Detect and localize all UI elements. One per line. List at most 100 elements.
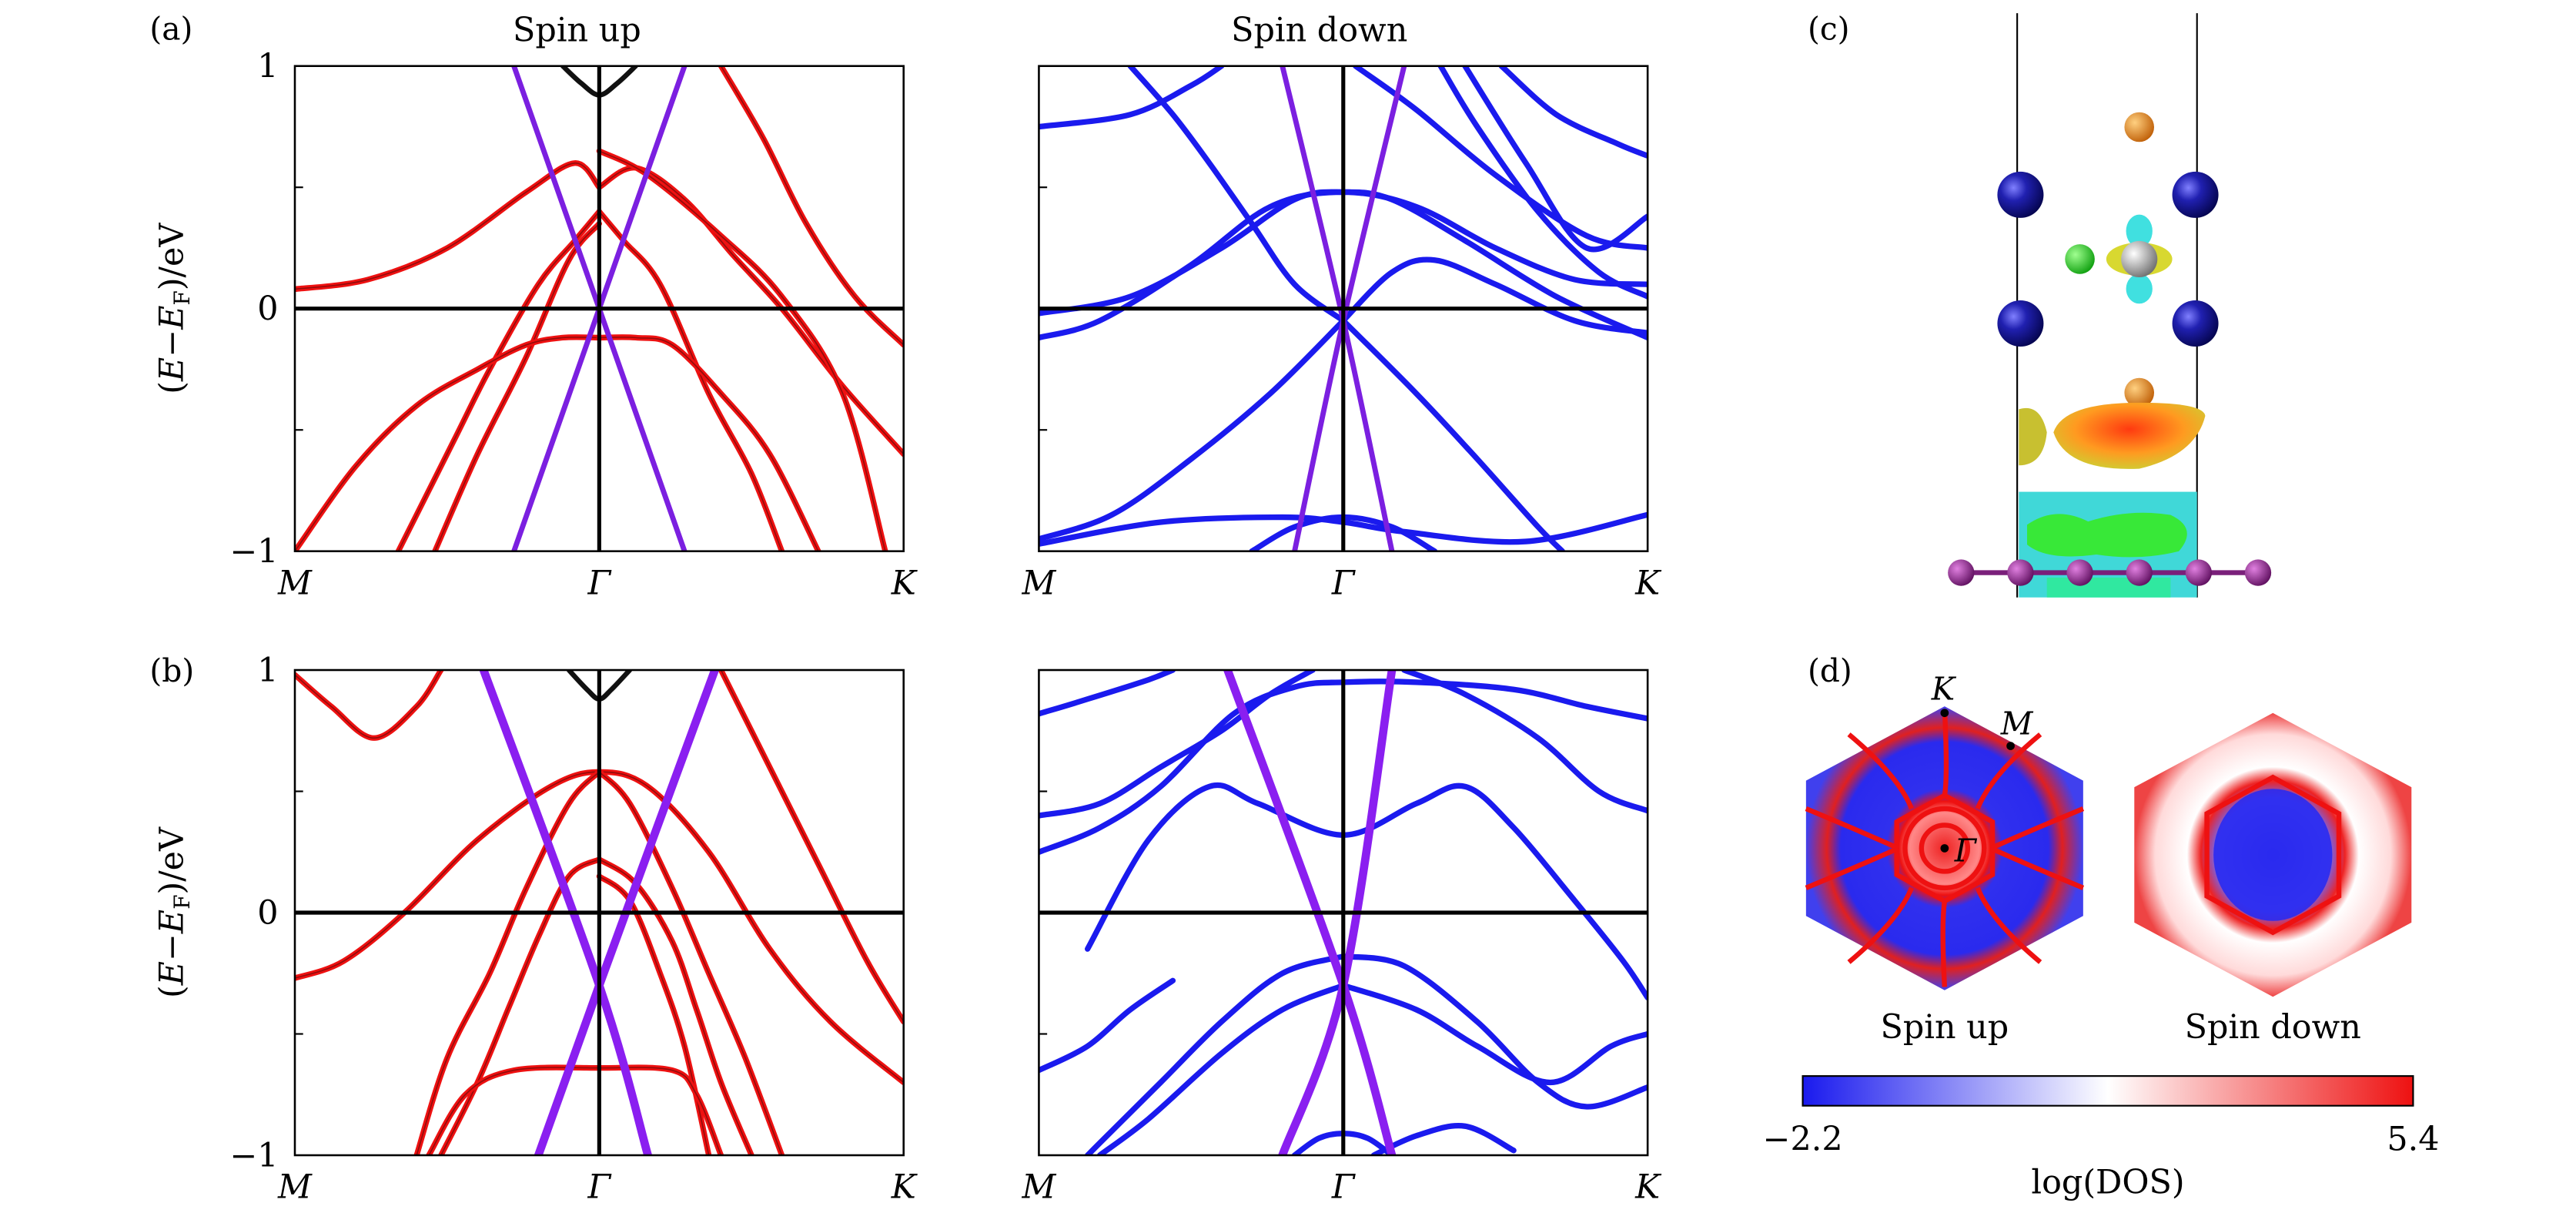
atom-purple-1 xyxy=(1948,559,1975,586)
x-tick-label: M xyxy=(1021,564,1056,602)
y-tick-label: −1 xyxy=(229,1137,278,1175)
dos-down-core xyxy=(2213,789,2333,921)
atom-orange-top xyxy=(2124,112,2154,142)
x-tick-label: M xyxy=(1021,1168,1056,1207)
x-tick-label: K xyxy=(891,1168,918,1207)
band-line-3 xyxy=(1127,65,1347,323)
band-line-8 xyxy=(1340,982,1648,1086)
atom-purple-4 xyxy=(2126,559,2153,586)
band-line-5 xyxy=(432,220,602,551)
band-core-2 xyxy=(416,771,600,1155)
band-line-7 xyxy=(1437,65,1648,300)
colorbar xyxy=(1802,1075,2414,1107)
band-line-7 xyxy=(596,334,821,551)
ylabel-row-a: (E−EF)/eV xyxy=(152,223,195,394)
band-line-4 xyxy=(1340,256,1648,336)
point-K-label: K xyxy=(1931,671,1957,708)
y-tick-label: 1 xyxy=(257,652,278,690)
atom-blue-3 xyxy=(1997,300,2044,347)
band-line-10 xyxy=(1498,65,1648,159)
x-tick-label: Γ xyxy=(587,1168,611,1207)
band-line-6 xyxy=(1340,953,1648,1110)
band-line-2 xyxy=(1039,670,1316,819)
point-Gamma-dot xyxy=(1940,844,1949,853)
band-line-4 xyxy=(1085,782,1648,1000)
band-core-7 xyxy=(599,336,819,551)
y-tick-label: 0 xyxy=(257,290,278,329)
band-line-8 xyxy=(1462,65,1648,253)
band-lines xyxy=(295,65,904,551)
density-cyan-bottom xyxy=(2126,273,2153,304)
x-tick-label: Γ xyxy=(587,564,611,602)
band-line-5 xyxy=(1039,317,1347,542)
plot-b-spin-up: 1 0 −1M Γ K xyxy=(229,652,918,1207)
x-tick-label: M xyxy=(277,1168,313,1207)
band-line-2 xyxy=(413,769,602,1155)
band-line-11 xyxy=(1370,1123,1517,1155)
plot-frame xyxy=(293,668,905,1157)
colorbar-label: log(DOS) xyxy=(2031,1163,2184,1201)
band-core-1 xyxy=(295,771,904,1084)
density-bottom xyxy=(2046,578,2171,598)
density-blob-left xyxy=(2019,407,2047,466)
band-line-6 xyxy=(1340,317,1565,551)
density-blob-orange xyxy=(2053,402,2206,469)
atom-purple-5 xyxy=(2185,559,2212,586)
atom-purple-3 xyxy=(2066,559,2093,586)
band-core-5 xyxy=(434,223,601,551)
band-line-2 xyxy=(596,148,888,551)
y-tick-label: 0 xyxy=(257,894,278,933)
band-line-13 xyxy=(1278,670,1397,1155)
band-line-9 xyxy=(1353,65,1648,251)
colorbar-max: 5.4 xyxy=(2387,1121,2439,1159)
x-tick-label: M xyxy=(277,564,313,602)
band-core-6 xyxy=(295,336,600,551)
atom-purple-2 xyxy=(2007,559,2034,586)
point-Gamma-label: Γ xyxy=(1954,833,1978,870)
plot-frame xyxy=(293,65,905,552)
point-M-label: M xyxy=(2000,705,2034,742)
band-line-9 xyxy=(479,670,652,1155)
band-line-7 xyxy=(426,1064,724,1155)
dos-up-rings xyxy=(1805,709,2085,987)
y-tick-label: 1 xyxy=(257,48,278,86)
col-title-spin-up: Spin up xyxy=(513,12,641,50)
dos-down-ring xyxy=(2204,774,2342,936)
density-cyan-top xyxy=(2126,214,2153,248)
panel-d-dos-maps: K M Γ Spin up Spin down −2.2 5.4 log(DOS… xyxy=(1763,671,2440,1202)
atom-blue-2 xyxy=(2172,171,2219,218)
x-tick-label: K xyxy=(1634,564,1662,602)
band-line-0 xyxy=(1039,670,1176,717)
band-line-3 xyxy=(1401,670,1648,814)
band-line-7 xyxy=(1096,982,1347,1155)
band-line-8 xyxy=(718,65,904,348)
band-core-6 xyxy=(598,876,710,1155)
x-tick-label: K xyxy=(891,564,918,602)
map-label-spin-down: Spin down xyxy=(2185,1008,2361,1047)
band-core-3 xyxy=(598,771,783,1155)
band-line-9 xyxy=(1039,977,1176,1074)
band-line-0 xyxy=(1039,65,1225,130)
panel-label-a: (a) xyxy=(149,10,192,47)
band-line-10 xyxy=(534,670,719,1155)
colorbar-min: −2.2 xyxy=(1763,1121,1843,1159)
band-core-2 xyxy=(598,150,886,551)
panel-label-b: (b) xyxy=(149,652,194,689)
band-line-1 xyxy=(596,165,904,457)
x-tick-label: Γ xyxy=(1331,564,1356,602)
plot-frame xyxy=(1038,668,1649,1157)
ylabel-row-b: (E−EF)/eV xyxy=(152,826,195,998)
plot-frame xyxy=(1038,65,1649,552)
atom-blue-1 xyxy=(1997,171,2044,218)
band-line-5 xyxy=(1085,953,1347,1155)
atom-green xyxy=(2065,244,2095,274)
atom-blue-4 xyxy=(2172,300,2219,347)
map-label-spin-up: Spin up xyxy=(1880,1008,2009,1047)
x-tick-label: K xyxy=(1634,1168,1662,1207)
x-tick-label: Γ xyxy=(1331,1168,1356,1207)
point-M-dot xyxy=(2006,742,2015,750)
band-core-1 xyxy=(598,167,904,455)
